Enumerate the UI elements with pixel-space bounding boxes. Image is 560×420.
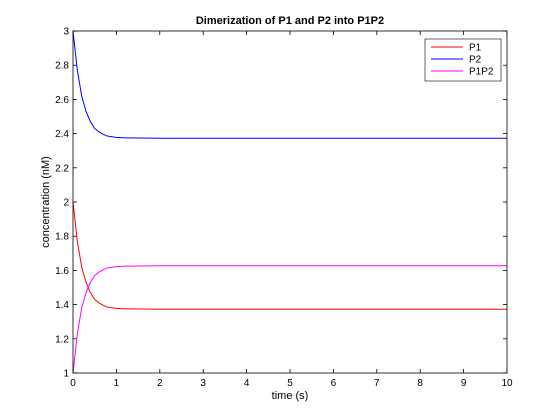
y-tick-label: 1.6 <box>55 266 69 277</box>
legend-label-p1: P1 <box>469 43 482 54</box>
y-tick-label: 2 <box>63 198 69 209</box>
legend-label-p1p2: P1P2 <box>469 67 494 78</box>
plot-area <box>73 31 507 373</box>
series-line-p1p2 <box>72 265 507 374</box>
y-tick-label: 1.4 <box>55 300 69 311</box>
x-axis-label: time (s) <box>272 390 309 402</box>
y-tick-label: 3 <box>63 27 69 38</box>
y-tick-label: 2.2 <box>55 163 69 174</box>
x-tick-label: 10 <box>501 378 513 389</box>
y-tick-label: 2.4 <box>55 129 69 140</box>
chart-title: Dimerization of P1 and P2 into P1P2 <box>196 15 384 27</box>
legend-label-p2: P2 <box>469 55 482 66</box>
legend-box <box>424 38 502 82</box>
x-tick-label: 3 <box>200 378 206 389</box>
x-axis-ticks: 0 1 2 3 4 5 6 7 8 9 10 <box>70 31 513 389</box>
y-tick-label: 2.8 <box>55 61 69 72</box>
y-tick-label: 1.2 <box>55 334 69 345</box>
series-line-p2 <box>72 30 507 139</box>
plot-frame <box>72 30 508 374</box>
y-tick-label: 2.6 <box>55 95 69 106</box>
series-lines <box>72 30 507 374</box>
x-tick-label: 6 <box>331 378 337 389</box>
x-tick-label: 2 <box>157 378 163 389</box>
y-tick-label: 1 <box>63 369 69 380</box>
x-tick-label: 0 <box>70 378 76 389</box>
series-line-p1 <box>72 201 507 310</box>
x-tick-label: 4 <box>244 378 250 389</box>
x-tick-label: 8 <box>417 378 423 389</box>
x-tick-label: 7 <box>374 378 380 389</box>
y-axis-ticks: 1 1.2 1.4 1.6 1.8 2 2.2 2.4 2.6 2.8 3 <box>55 27 507 380</box>
y-axis-label: concentration (nM) <box>40 156 52 248</box>
x-tick-label: 9 <box>461 378 467 389</box>
x-tick-label: 1 <box>114 378 120 389</box>
x-tick-label: 5 <box>287 378 293 389</box>
y-tick-label: 1.8 <box>55 232 69 243</box>
